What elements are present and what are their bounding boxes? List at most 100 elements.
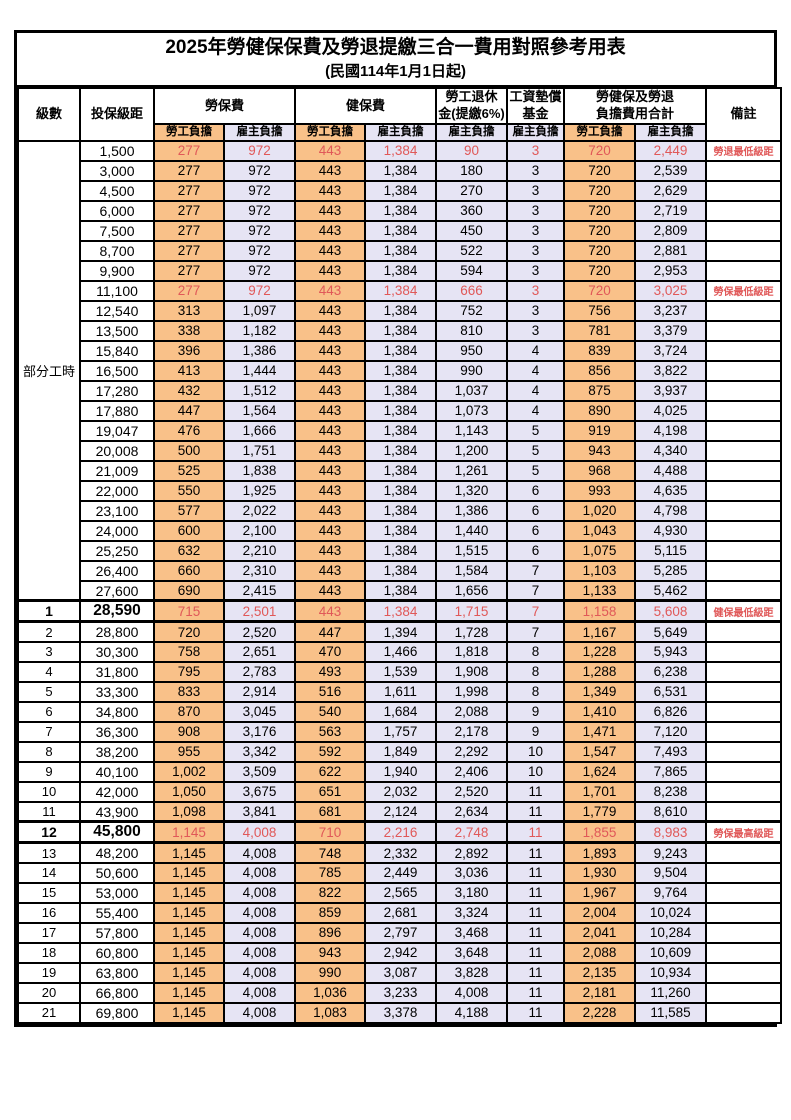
level-cell: 20 [17, 981, 81, 1004]
table-row: 13,500 338 1,182 443 1,384 810 3 781 3,379 [18, 319, 783, 342]
table-row: 20 66,800 1,145 4,008 1,036 3,233 4,008 11 2,181… [17, 981, 783, 1004]
wage-fund-cell: 11 [506, 841, 566, 864]
wage-fund-cell: 11 [506, 800, 566, 823]
salary-cell: 3,000 [79, 159, 155, 182]
pension-header-line1: 勞工退休 [445, 89, 498, 105]
note-cell [705, 299, 783, 322]
salary-cell: 13,500 [79, 319, 155, 342]
pension-employer-cell: 4,008 [435, 981, 509, 1004]
level-cell: 2 [17, 620, 81, 643]
salary-cell: 8,700 [79, 239, 155, 262]
wage-fund-cell: 8 [506, 680, 566, 703]
health-worker-cell: 443 [294, 179, 367, 202]
health-worker-cell: 785 [294, 861, 367, 884]
salary-cell: 6,000 [79, 199, 155, 222]
total-worker-cell: 720 [563, 179, 637, 202]
table-row: 6,000 277 972 443 1,384 360 3 720 2,719 [18, 199, 783, 222]
health-worker-cell: 540 [294, 700, 367, 723]
health-worker-cell: 443 [294, 319, 367, 342]
total-worker-cell: 1,133 [563, 579, 637, 602]
health-employer-cell: 1,384 [364, 339, 438, 362]
wage-fund-cell: 3 [506, 239, 566, 262]
total-employer-cell: 4,025 [634, 399, 708, 422]
labor-worker-cell: 1,145 [153, 941, 225, 964]
wage-fund-cell: 11 [506, 901, 566, 924]
health-employer-cell: 2,332 [364, 841, 438, 864]
salary-cell: 24,000 [79, 519, 155, 542]
labor-worker-cell: 660 [153, 559, 225, 582]
health-worker-cell: 443 [294, 579, 367, 602]
health-employer-cell: 1,384 [364, 599, 438, 624]
col-header-labor-insurance: 勞保費 [152, 87, 297, 125]
note-cell [705, 780, 783, 803]
wage-fund-cell: 5 [506, 439, 566, 462]
subheader-health-employer: 雇主負擔 [364, 123, 438, 142]
total-employer-cell: 2,449 [634, 139, 708, 162]
pension-employer-cell: 1,200 [435, 439, 509, 462]
pension-employer-cell: 3,468 [435, 921, 509, 944]
note-cell [705, 519, 783, 542]
note-cell [705, 259, 783, 282]
labor-employer-cell: 2,210 [222, 539, 297, 562]
table-row: 21 69,800 1,145 4,008 1,083 3,378 4,188 11 2,228… [17, 1001, 783, 1024]
wage-fund-cell: 3 [506, 319, 566, 342]
health-worker-cell: 443 [294, 459, 367, 482]
table-row: 4,500 277 972 443 1,384 270 3 720 2,629 [18, 179, 783, 202]
wage-fund-cell: 11 [506, 941, 566, 964]
total-worker-cell: 993 [563, 479, 637, 502]
note-cell [705, 620, 783, 643]
note-cell [705, 660, 783, 683]
wage-fund-cell: 9 [506, 700, 566, 723]
health-employer-cell: 1,384 [364, 159, 438, 182]
labor-employer-cell: 972 [222, 279, 297, 302]
level-cell: 5 [17, 680, 81, 703]
table-row: 9,900 277 972 443 1,384 594 3 720 2,953 [18, 259, 783, 282]
wage-fund-cell: 5 [506, 419, 566, 442]
salary-cell: 22,000 [79, 479, 155, 502]
health-worker-cell: 443 [294, 239, 367, 262]
pension-employer-cell: 1,515 [435, 539, 509, 562]
pension-employer-cell: 1,143 [435, 419, 509, 442]
health-employer-cell: 2,565 [364, 881, 438, 904]
pension-employer-cell: 1,584 [435, 559, 509, 582]
total-worker-cell: 875 [563, 379, 637, 402]
table-row: 4 31,800 795 2,783 493 1,539 1,908 8 1,288 6,238 [17, 660, 783, 683]
labor-worker-cell: 1,145 [153, 861, 225, 884]
table-row: 17,880 447 1,564 443 1,384 1,073 4 890 4,025 [18, 399, 783, 422]
note-cell [705, 359, 783, 382]
labor-worker-cell: 525 [153, 459, 225, 482]
pension-employer-cell: 1,908 [435, 660, 509, 683]
health-worker-cell: 443 [294, 559, 367, 582]
total-worker-cell: 1,020 [563, 499, 637, 522]
table-row: 12,540 313 1,097 443 1,384 752 3 756 3,237 [18, 299, 783, 322]
pension-employer-cell: 360 [435, 199, 509, 222]
health-employer-cell: 1,384 [364, 259, 438, 282]
labor-employer-cell: 4,008 [222, 1001, 297, 1024]
labor-worker-cell: 277 [153, 139, 225, 162]
labor-employer-cell: 972 [222, 259, 297, 282]
table-row: 7,500 277 972 443 1,384 450 3 720 2,809 [18, 219, 783, 242]
salary-cell: 42,000 [79, 780, 155, 803]
table-row: 25,250 632 2,210 443 1,384 1,515 6 1,075 5,115 [18, 539, 783, 562]
table-row: 16,500 413 1,444 443 1,384 990 4 856 3,822 [18, 359, 783, 382]
total-worker-cell: 2,088 [563, 941, 637, 964]
total-employer-cell: 5,649 [634, 620, 708, 643]
health-employer-cell: 2,681 [364, 901, 438, 924]
level-cell: 17 [17, 921, 81, 944]
labor-worker-cell: 1,050 [153, 780, 225, 803]
health-employer-cell: 1,394 [364, 620, 438, 643]
salary-cell: 12,540 [79, 299, 155, 322]
note-cell [705, 439, 783, 462]
total-employer-cell: 10,024 [634, 901, 708, 924]
total-worker-cell: 720 [563, 159, 637, 182]
health-employer-cell: 1,384 [364, 479, 438, 502]
wage-fund-cell: 11 [506, 861, 566, 884]
health-employer-cell: 2,124 [364, 800, 438, 823]
pension-employer-cell: 2,178 [435, 720, 509, 743]
title-block: 2025年勞健保保費及勞退提繳三合一費用對照參考用表 (民國114年1月1日起) [17, 33, 774, 87]
level-cell: 14 [17, 861, 81, 884]
health-employer-cell: 2,942 [364, 941, 438, 964]
salary-cell: 33,300 [79, 680, 155, 703]
labor-employer-cell: 3,675 [222, 780, 297, 803]
pension-employer-cell: 2,088 [435, 700, 509, 723]
